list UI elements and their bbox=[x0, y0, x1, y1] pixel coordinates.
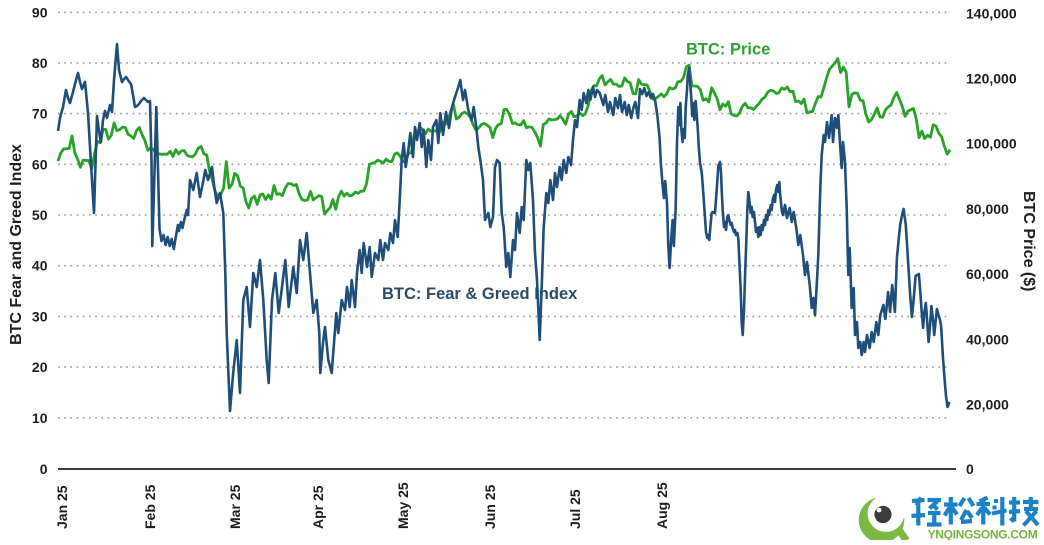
svg-text:90: 90 bbox=[32, 4, 48, 20]
svg-text:140,000: 140,000 bbox=[966, 5, 1017, 21]
svg-text:Aug 25: Aug 25 bbox=[654, 482, 670, 529]
svg-text:BTC: Price: BTC: Price bbox=[686, 41, 770, 59]
svg-text:0: 0 bbox=[40, 461, 48, 477]
svg-text:Apr 25: Apr 25 bbox=[310, 485, 326, 529]
svg-text:Jan 25: Jan 25 bbox=[54, 485, 70, 529]
svg-text:40: 40 bbox=[32, 258, 48, 274]
svg-text:Jun 25: Jun 25 bbox=[482, 484, 498, 529]
svg-text:100,000: 100,000 bbox=[966, 136, 1017, 152]
svg-text:YNQINGSONG.COM: YNQINGSONG.COM bbox=[928, 528, 1038, 541]
svg-text:60: 60 bbox=[32, 156, 48, 172]
svg-text:Feb 25: Feb 25 bbox=[142, 484, 158, 529]
svg-text:30: 30 bbox=[32, 308, 48, 324]
svg-text:20: 20 bbox=[32, 359, 48, 375]
svg-text:80,000: 80,000 bbox=[966, 201, 1009, 217]
svg-text:BTC Fear and Greed Index: BTC Fear and Greed Index bbox=[8, 144, 25, 345]
svg-text:BTC Price ($): BTC Price ($) bbox=[1020, 191, 1037, 291]
svg-text:120,000: 120,000 bbox=[966, 71, 1017, 87]
svg-text:10: 10 bbox=[32, 410, 48, 426]
svg-text:50: 50 bbox=[32, 207, 48, 223]
svg-text:May 25: May 25 bbox=[395, 482, 411, 529]
svg-text:60,000: 60,000 bbox=[966, 266, 1009, 282]
svg-text:BTC: Fear & Greed Index: BTC: Fear & Greed Index bbox=[382, 285, 578, 303]
svg-text:70: 70 bbox=[32, 106, 48, 122]
svg-text:40,000: 40,000 bbox=[966, 331, 1009, 347]
svg-text:20,000: 20,000 bbox=[966, 397, 1009, 413]
svg-text:Jul 25: Jul 25 bbox=[567, 489, 583, 529]
svg-text:0: 0 bbox=[966, 461, 974, 477]
svg-text:80: 80 bbox=[32, 55, 48, 71]
svg-text:Mar 25: Mar 25 bbox=[227, 484, 243, 529]
